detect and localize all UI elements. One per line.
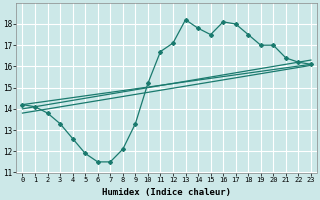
X-axis label: Humidex (Indice chaleur): Humidex (Indice chaleur) <box>102 188 231 197</box>
